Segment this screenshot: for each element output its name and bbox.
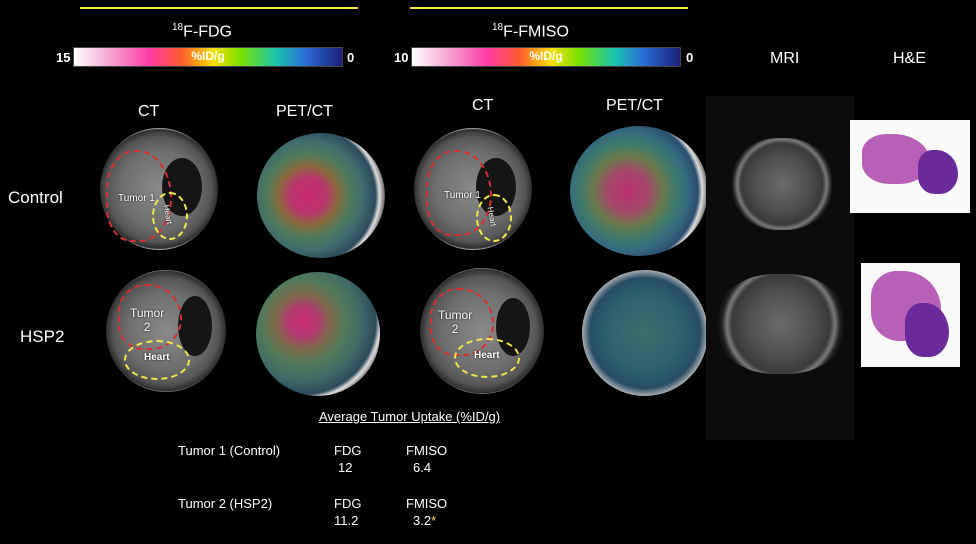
heart-outline (476, 194, 512, 242)
fmiso-colorbar-unit: %ID/g (529, 49, 563, 63)
row-header-hsp2: HSP2 (20, 327, 65, 346)
ct-fmiso-control-scan: Tumor 1 Heart (414, 128, 532, 250)
fdg-scale-max: 15 (56, 50, 71, 65)
fmiso-scale-min: 0 (686, 50, 694, 65)
ct-fmiso-hsp2-scan: Tumor 2 Heart (420, 268, 544, 394)
petct-fmiso-control-scan (570, 126, 708, 256)
heart-label: Heart (144, 352, 170, 363)
tumor2-label-number: 2 (143, 320, 151, 334)
uptake-fmiso-value: 3.2* (413, 513, 436, 528)
col-header-petct-fmiso: PET/CT (606, 97, 663, 114)
uptake-row-name: Tumor 1 (Control) (178, 443, 281, 458)
heart-label: Heart (474, 350, 500, 361)
he-tissue-region (905, 303, 949, 357)
uptake-title: Average Tumor Uptake (%ID/g) (319, 409, 501, 424)
uptake-fmiso-value: 6.4 (413, 460, 432, 475)
petct-fdg-control-scan (257, 133, 385, 258)
col-header-ct-fmiso: CT (472, 97, 494, 114)
fmiso-colorbar: %ID/g (411, 47, 681, 67)
col-header-he: H&E (893, 50, 926, 67)
ct-fdg-control-scan: Tumor 1 Heart (100, 128, 218, 250)
tumor2-label-word: Tumor (438, 308, 473, 322)
col-header-ct-fdg: CT (138, 103, 160, 120)
fdg-colorbar-unit: %ID/g (191, 49, 225, 63)
fdg-colorbar: %ID/g (73, 47, 343, 67)
ct-fdg-hsp2-scan: Tumor 2 Heart (106, 270, 226, 392)
mri-panel (706, 96, 854, 440)
tumor2-label: Tumor 2 (438, 308, 472, 336)
uptake-fmiso-label: FMISO (406, 496, 448, 511)
uptake-fmiso-number: 3.2 (413, 513, 432, 528)
uptake-fdg-value: 11.2 (334, 513, 359, 528)
col-header-mri: MRI (770, 50, 800, 67)
petct-fmiso-hsp2-scan (582, 270, 708, 396)
col-header-petct-fdg: PET/CT (276, 103, 333, 120)
fdg-title: 18F-FDG (172, 22, 232, 41)
heart-outline (454, 338, 520, 378)
fmiso-title: 18F-FMISO (492, 22, 569, 41)
tumor2-label-word: Tumor (130, 306, 165, 320)
he-hsp2-image (861, 263, 960, 367)
significance-marker: * (431, 513, 437, 528)
heart-outline (152, 192, 188, 240)
fdg-scale-min: 0 (347, 50, 355, 65)
uptake-fdg-label: FDG (334, 496, 362, 511)
he-tissue-region (918, 150, 958, 194)
tumor2-label-number: 2 (451, 322, 459, 336)
fmiso-header-line (410, 7, 688, 9)
tumor2-label: Tumor 2 (130, 306, 164, 334)
heart-outline (124, 340, 190, 380)
fdg-header-line (80, 7, 358, 9)
uptake-fdg-label: FDG (334, 443, 362, 458)
mri-hsp2-scan (716, 274, 846, 374)
tumor1-label: Tumor 1 (444, 190, 481, 201)
mri-control-scan (732, 138, 832, 230)
uptake-fdg-value: 12 (338, 460, 353, 475)
he-control-image (850, 120, 970, 213)
uptake-row-name: Tumor 2 (HSP2) (178, 496, 273, 511)
uptake-fmiso-label: FMISO (406, 443, 448, 458)
tumor1-label: Tumor 1 (118, 193, 155, 204)
ct-lung-region (178, 296, 212, 356)
petct-fdg-hsp2-scan (256, 272, 380, 396)
tumor1-outline (426, 150, 492, 236)
row-header-control: Control (8, 188, 63, 207)
fmiso-scale-max: 10 (394, 50, 409, 65)
